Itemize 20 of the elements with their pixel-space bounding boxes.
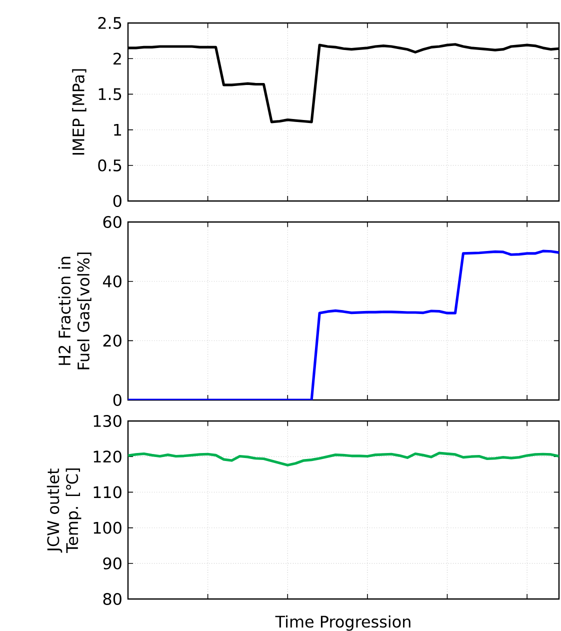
y-tick-label: 2 <box>114 52 121 65</box>
y-tick-label: 40 <box>102 275 122 288</box>
y-tick-label: 1.5 <box>98 88 122 100</box>
y-tick-label: 130 <box>94 414 122 428</box>
y-tick-label: 2.5 <box>98 16 122 30</box>
y-axis-title: H2 Fraction in Fuel Gas[vol%] <box>58 252 92 370</box>
y-tick-label: 80 <box>103 592 122 606</box>
y-tick-label: 20 <box>103 334 122 347</box>
y-tick-label: 100 <box>94 522 122 534</box>
x-axis-title: Time Progression <box>275 615 410 631</box>
y-tick-label: 1 <box>114 124 122 136</box>
y-axis-title: IMEP [MPa] <box>72 69 86 155</box>
y-tick-label: 90 <box>103 557 122 570</box>
y-tick-label: 120 <box>94 450 122 463</box>
y-tick-label: 60 <box>103 216 122 228</box>
y-tick-label: 0 <box>113 194 122 208</box>
y-tick-label: 0.5 <box>98 159 122 172</box>
y-tick-label: 110 <box>94 486 122 498</box>
y-tick-label: 0 <box>113 394 122 406</box>
y-axis-title: JCW outlet Temp. [℃] <box>46 468 82 553</box>
